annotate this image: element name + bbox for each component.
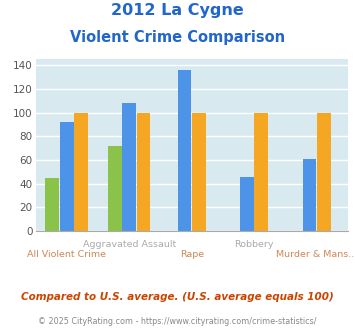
Bar xyxy=(178,70,191,231)
Bar xyxy=(240,177,254,231)
Text: 2012 La Cygne: 2012 La Cygne xyxy=(111,3,244,18)
Text: Violent Crime Comparison: Violent Crime Comparison xyxy=(70,30,285,45)
Bar xyxy=(122,103,136,231)
Bar xyxy=(192,113,206,231)
Bar xyxy=(60,122,73,231)
Bar xyxy=(302,159,316,231)
Text: Murder & Mans...: Murder & Mans... xyxy=(276,250,355,259)
Bar xyxy=(255,113,268,231)
Text: All Violent Crime: All Violent Crime xyxy=(27,250,106,259)
Text: Aggravated Assault: Aggravated Assault xyxy=(83,241,176,249)
Text: Compared to U.S. average. (U.S. average equals 100): Compared to U.S. average. (U.S. average … xyxy=(21,292,334,302)
Bar xyxy=(45,178,59,231)
Text: Rape: Rape xyxy=(180,250,204,259)
Bar xyxy=(74,113,88,231)
Bar xyxy=(108,146,122,231)
Bar xyxy=(317,113,331,231)
Legend: La Cygne, Kansas, National: La Cygne, Kansas, National xyxy=(64,326,320,330)
Text: © 2025 CityRating.com - https://www.cityrating.com/crime-statistics/: © 2025 CityRating.com - https://www.city… xyxy=(38,317,317,326)
Text: Robbery: Robbery xyxy=(234,241,274,249)
Bar xyxy=(137,113,151,231)
